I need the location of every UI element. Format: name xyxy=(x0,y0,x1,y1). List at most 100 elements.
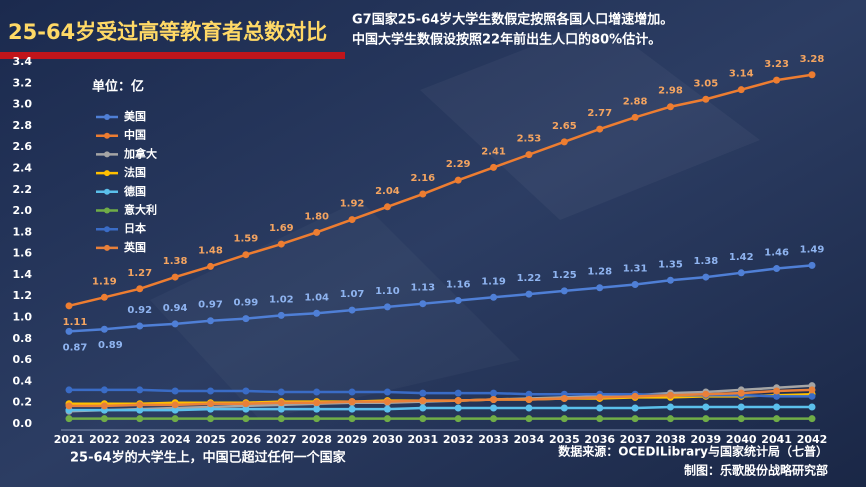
data-point xyxy=(525,290,533,298)
data-point xyxy=(65,415,73,423)
series-line xyxy=(69,388,813,408)
data-label: 2.41 xyxy=(481,146,506,157)
data-label: 1.13 xyxy=(410,283,435,294)
unit-label: 单位：亿 xyxy=(92,79,144,95)
data-label: 3.14 xyxy=(729,69,754,80)
series-line xyxy=(68,264,813,333)
x-tick-label: 2034 xyxy=(514,433,545,446)
data-point xyxy=(65,402,73,410)
data-point xyxy=(171,415,179,423)
data-point xyxy=(631,281,639,289)
data-point xyxy=(666,103,674,111)
data-label: 1.19 xyxy=(481,276,506,287)
data-point xyxy=(631,113,639,121)
x-tick-label: 2033 xyxy=(478,433,509,446)
chart-title: 25-64岁受过高等教育者总数对比 xyxy=(8,20,327,44)
data-point xyxy=(65,327,73,335)
x-tick-label: 2029 xyxy=(337,433,368,446)
data-label: 1.25 xyxy=(552,270,577,281)
legend-swatch xyxy=(104,207,110,214)
data-point xyxy=(383,415,391,423)
data-label: 0.94 xyxy=(163,303,188,314)
data-point xyxy=(737,269,745,277)
x-tick-label: 2024 xyxy=(160,433,191,446)
data-point xyxy=(100,415,108,423)
data-point xyxy=(596,415,604,423)
y-tick-label: 0.4 xyxy=(13,374,33,387)
data-point xyxy=(348,388,356,396)
data-point xyxy=(348,415,356,423)
data-point xyxy=(207,405,215,413)
data-label: 1.27 xyxy=(127,268,152,279)
x-tick-label: 2032 xyxy=(443,433,474,446)
data-label: 1.16 xyxy=(446,279,471,290)
data-point xyxy=(207,415,215,423)
data-point xyxy=(490,396,498,404)
note: G7国家25-64岁大学生数假定按照各国人口增速增加。 xyxy=(352,12,673,28)
data-label: 1.80 xyxy=(304,211,329,222)
data-point xyxy=(773,403,781,411)
data-label: 1.02 xyxy=(269,294,294,305)
y-tick-label: 0.8 xyxy=(13,332,33,345)
data-label: 3.23 xyxy=(764,59,789,70)
data-point xyxy=(490,415,498,423)
x-tick-label: 2040 xyxy=(726,433,757,446)
data-point xyxy=(737,403,745,411)
data-label: 1.92 xyxy=(340,199,365,210)
x-tick-label: 2035 xyxy=(549,433,580,446)
data-label: 0.99 xyxy=(234,298,259,309)
data-point xyxy=(277,388,285,396)
data-point xyxy=(348,398,356,406)
data-point xyxy=(242,400,250,408)
data-point xyxy=(207,262,215,270)
data-point xyxy=(207,400,215,408)
y-tick-label: 1.8 xyxy=(13,225,33,238)
data-point xyxy=(490,163,498,171)
x-tick-label: 2026 xyxy=(231,433,262,446)
data-label: 2.77 xyxy=(587,108,612,119)
x-tick-label: 2027 xyxy=(266,433,297,446)
legend-swatch xyxy=(104,188,110,195)
data-point xyxy=(242,415,250,423)
data-point xyxy=(100,325,108,333)
data-point xyxy=(490,389,498,397)
data-point xyxy=(136,322,144,330)
data-point xyxy=(454,415,462,423)
data-label: 1.38 xyxy=(694,256,719,267)
data-point xyxy=(313,309,321,317)
legend-label: 中国 xyxy=(124,128,146,142)
legend-label: 法国 xyxy=(124,165,146,179)
legend-label: 美国 xyxy=(124,109,146,123)
data-point xyxy=(313,415,321,423)
series-line xyxy=(68,73,813,308)
data-label: 2.65 xyxy=(552,121,577,132)
data-label: 2.98 xyxy=(658,86,683,97)
data-point xyxy=(808,403,816,411)
data-point xyxy=(596,125,604,133)
data-point xyxy=(419,415,427,423)
y-tick-label: 1.0 xyxy=(13,311,33,324)
x-tick-label: 2041 xyxy=(761,433,792,446)
x-tick-label: 2036 xyxy=(584,433,615,446)
data-point xyxy=(454,397,462,405)
data-point xyxy=(525,151,533,159)
x-tick-label: 2023 xyxy=(124,433,155,446)
data-point xyxy=(596,284,604,292)
data-label: 1.07 xyxy=(340,289,365,300)
data-point xyxy=(242,251,250,259)
data-point xyxy=(313,228,321,236)
y-tick-label: 2.6 xyxy=(13,140,33,153)
source: 数据来源：OCEDILibrary与国家统计局（七普） xyxy=(558,444,828,459)
data-point xyxy=(808,71,816,79)
decor xyxy=(420,20,760,220)
data-point xyxy=(100,386,108,394)
data-label: 1.48 xyxy=(198,245,223,256)
data-point xyxy=(773,387,781,395)
data-label: 1.38 xyxy=(163,256,188,267)
data-point xyxy=(631,392,639,400)
y-tick-label: 3.0 xyxy=(13,98,33,111)
y-tick-label: 2.0 xyxy=(13,204,33,217)
x-tick-label: 2037 xyxy=(620,433,651,446)
legend-swatch xyxy=(104,151,110,158)
data-label: 3.05 xyxy=(694,78,719,89)
